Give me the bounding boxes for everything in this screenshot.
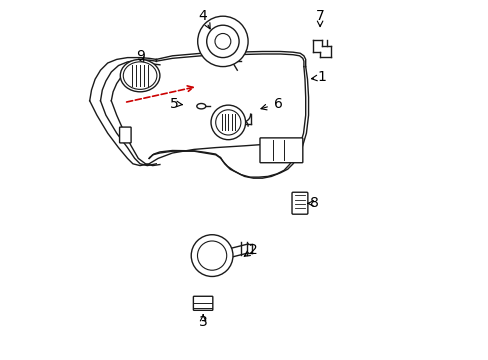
Text: 9: 9 <box>135 49 144 63</box>
Circle shape <box>197 16 247 67</box>
Circle shape <box>215 33 230 49</box>
FancyBboxPatch shape <box>120 127 131 143</box>
Text: 4: 4 <box>198 9 207 23</box>
Ellipse shape <box>123 62 157 89</box>
Text: 2: 2 <box>248 243 257 257</box>
Text: 1: 1 <box>317 71 325 84</box>
FancyBboxPatch shape <box>193 296 212 310</box>
Text: 7: 7 <box>315 9 324 23</box>
Text: 3: 3 <box>198 315 207 329</box>
Circle shape <box>191 235 232 276</box>
Circle shape <box>197 241 226 270</box>
Circle shape <box>206 25 239 58</box>
Text: 5: 5 <box>169 97 178 111</box>
FancyBboxPatch shape <box>291 192 307 214</box>
Circle shape <box>215 110 241 135</box>
Text: 6: 6 <box>274 97 283 111</box>
FancyBboxPatch shape <box>260 138 302 163</box>
Text: 8: 8 <box>309 197 319 210</box>
Ellipse shape <box>120 59 160 92</box>
Circle shape <box>211 105 245 140</box>
Ellipse shape <box>196 104 205 109</box>
